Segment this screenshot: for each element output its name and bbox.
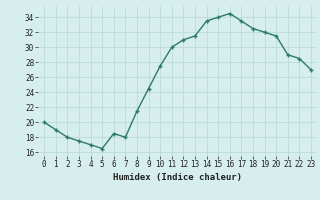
X-axis label: Humidex (Indice chaleur): Humidex (Indice chaleur)	[113, 173, 242, 182]
